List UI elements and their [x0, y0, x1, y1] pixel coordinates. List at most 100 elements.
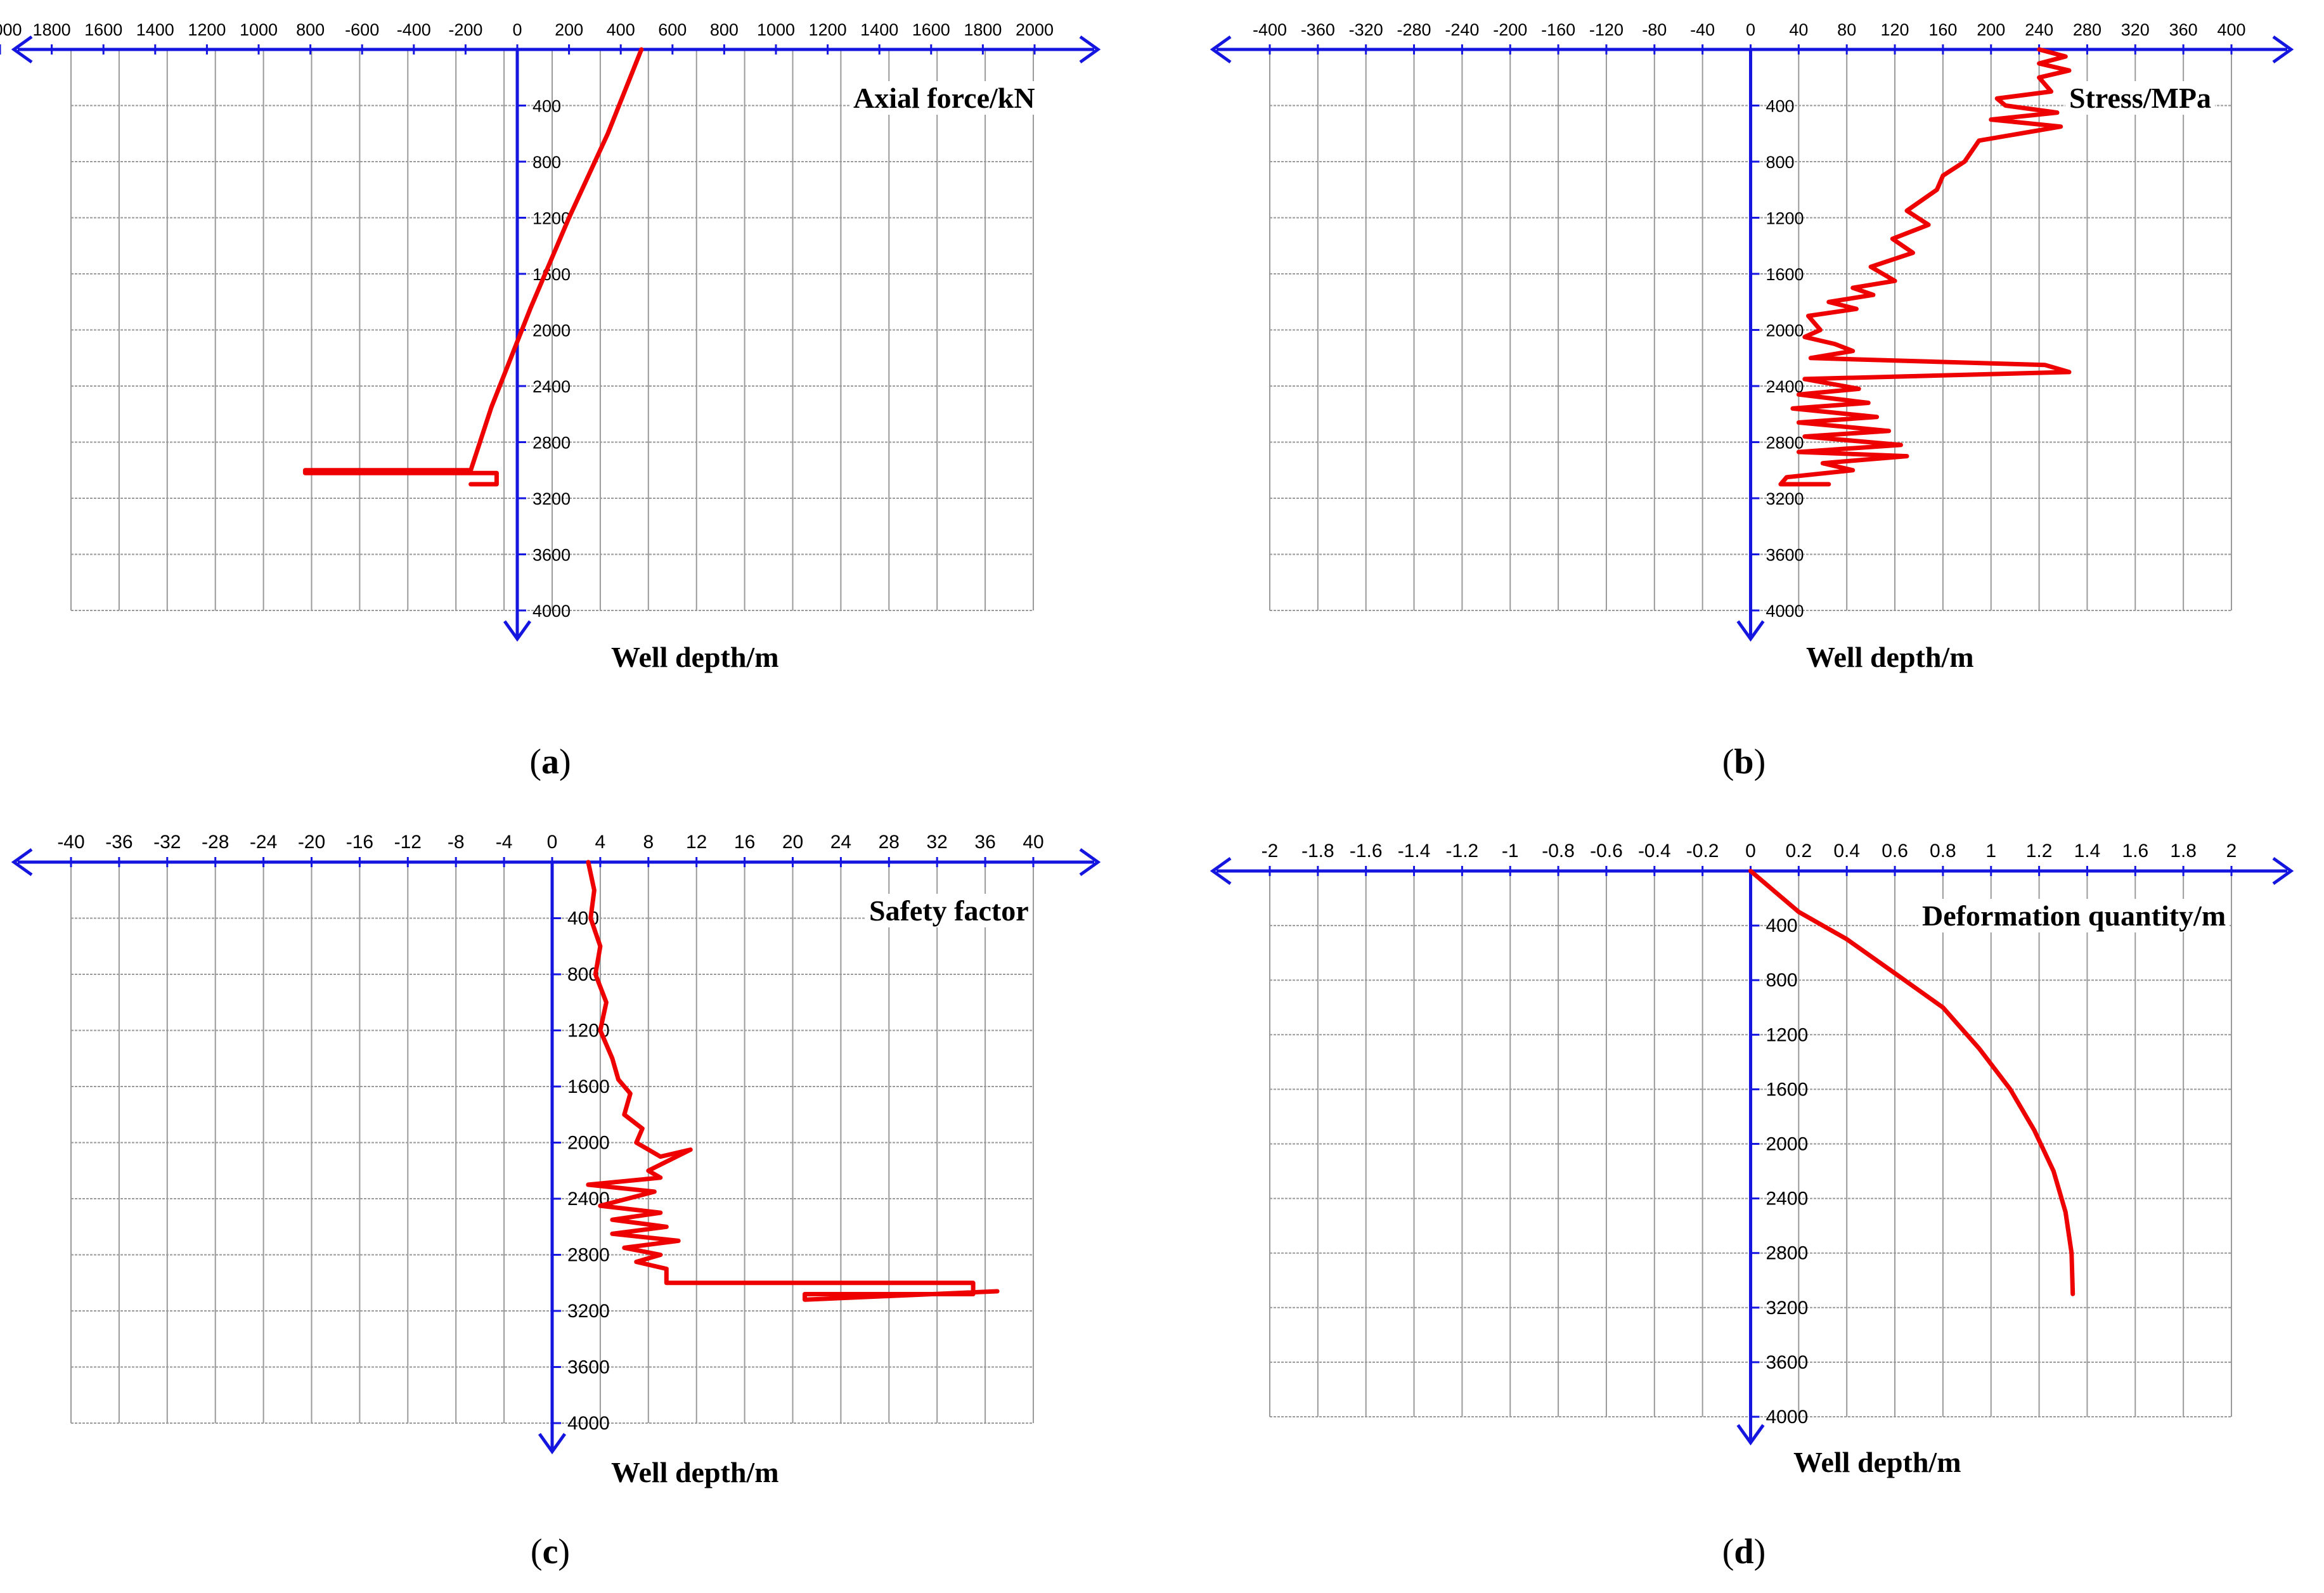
chart-c-x-tick-label: -16	[346, 832, 373, 853]
chart-c-grid	[70, 861, 1034, 1424]
chart-c-svg: -40 -36 -32 -28 -24 -20 -16 -12 -8 -4 0 4 8 12 16 20 24 2…	[11, 832, 1101, 1455]
chart-b-y-tick-label: 2000	[1766, 321, 1804, 340]
chart-a-x-tick-label: 1600	[912, 20, 950, 39]
chart-a-y-tick-label: 2000	[533, 321, 571, 340]
chart-b-x-tick-label: 240	[2025, 20, 2053, 39]
chart-d-x-tick-label: -0.6	[1590, 841, 1623, 861]
chart-d-x-tick-label: 1.4	[2074, 841, 2101, 861]
chart-b-y-tick-label: 4000	[1766, 602, 1804, 621]
chart-c-x-tick-label: 20	[782, 832, 803, 853]
chart-d-x-arrow-left	[1210, 856, 1232, 886]
chart-c-panel-label: (c)	[530, 1532, 571, 1571]
panel-d: -2 -1.8 -1.6 -1.4 -1.2 -1 -0.8 -0.6 -0.4 -0.2 0 0.2…	[1162, 796, 2324, 1593]
chart-a-panel-label: (a)	[529, 742, 571, 782]
chart-d-x-tick-label: -1.2	[1446, 841, 1479, 861]
chart-d-x-tick-label: -0.4	[1638, 841, 1671, 861]
chart-c-ylabel: Well depth/m	[607, 1455, 783, 1489]
chart-d-series-line	[1748, 868, 2075, 1296]
chart-a-y-tick-label: 1600	[533, 265, 571, 284]
chart-d-x-tick-label: -0.2	[1686, 841, 1719, 861]
chart-d-x-tick-label: -1.8	[1301, 841, 1334, 861]
chart-c-x-tick-label: 28	[879, 832, 900, 853]
chart-c-x-tick-label: -24	[250, 832, 277, 853]
chart-d-y-tick-label: 2400	[1766, 1189, 1809, 1209]
chart-a-y-arrow	[503, 620, 532, 642]
chart-b-x-tick-label: 120	[1881, 20, 1909, 39]
panel-b: -400 -360 -320 -280 -240 -200 -160 -120 -80 -40 0 4…	[1162, 0, 2324, 796]
chart-b-y-tick-label: 1600	[1766, 265, 1804, 284]
chart-a-x-tick-label: 2000	[1016, 20, 1054, 39]
chart-b-y-tick-label: 800	[1766, 153, 1795, 172]
chart-d-y-arrow	[1736, 1424, 1765, 1446]
chart-b-x-tick-label: 40	[1789, 20, 1808, 39]
chart-d-y-tick-label: 800	[1766, 970, 1798, 991]
chart-b-series-line	[1778, 47, 2072, 487]
chart-c-y-arrow	[538, 1433, 567, 1455]
chart-c-y-tick-label: 3200	[567, 1301, 610, 1322]
chart-c-x-tick-label: 16	[734, 832, 755, 853]
chart-a-x-tick-label: 1800	[964, 20, 1002, 39]
chart-d-y-tick-label: 2800	[1766, 1243, 1809, 1264]
chart-d-x-tick-label: 0	[1745, 841, 1756, 861]
chart-c-x-tick-label: 4	[595, 832, 606, 853]
chart-a-y-tick-label: 800	[533, 153, 561, 172]
chart-c-x-tick-label: -32	[153, 832, 181, 853]
chart-d-panel-label: (d)	[1722, 1532, 1766, 1571]
chart-b-x-tick-label: -160	[1541, 20, 1575, 39]
chart-a-x-tick-label: 800	[296, 20, 325, 39]
panel-c: -40 -36 -32 -28 -24 -20 -16 -12 -8 -4 0 4 8 12 16 20 24 2…	[0, 796, 1162, 1593]
chart-c-y-tick-label: 1600	[567, 1076, 610, 1097]
chart-c-x-tick-label: 24	[830, 832, 851, 853]
chart-d-svg: -2 -1.8 -1.6 -1.4 -1.2 -1 -0.8 -0.6 -0.4 -0.2 0 0.2…	[1210, 841, 2294, 1446]
chart-b-y-tick-label: 1200	[1766, 209, 1804, 228]
chart-a-y-tick-label: 4000	[533, 602, 571, 621]
chart-c-x-tick-label: -12	[394, 832, 422, 853]
chart-d-y-tick-label: 3600	[1766, 1352, 1809, 1373]
chart-b-x-tick-label: 320	[2121, 20, 2150, 39]
chart-c-x-tick-label: -28	[202, 832, 229, 853]
chart-d-y-tick-label: 1600	[1766, 1079, 1809, 1100]
chart-c-x-arrow-right	[1079, 848, 1101, 877]
chart-c-x-tick-label: 40	[1023, 832, 1043, 853]
chart-c-series-line	[586, 860, 1000, 1302]
chart-c-y-tick-label: 4000	[567, 1413, 610, 1434]
chart-d-x-tick-label: 1.2	[2026, 841, 2053, 861]
chart-d-x-tick-label: 2	[2226, 841, 2237, 861]
chart-c-x-tick-label: -40	[57, 832, 84, 853]
chart-d-ylabel: Well depth/m	[1790, 1445, 1965, 1479]
chart-b-x-arrow-left	[1210, 35, 1232, 64]
chart-a-ylabel: Well depth/m	[607, 640, 783, 674]
chart-d-x-tick-label: 1	[1985, 841, 1996, 861]
chart-a-x-tick-label: 200	[555, 20, 583, 39]
chart-b-svg: -400 -360 -320 -280 -240 -200 -160 -120 -80 -40 0 4…	[1210, 20, 2294, 642]
chart-a-x-tick-label: 1800	[33, 20, 71, 39]
chart-b-y-arrow	[1736, 620, 1765, 642]
chart-d-y-tick-label: 3200	[1766, 1298, 1809, 1319]
chart-d-x-tick-label: -0.8	[1542, 841, 1575, 861]
chart-a-svg: -200018001600140012001000800-600-400-200…	[0, 20, 1101, 642]
chart-c-y-tick-label: 2800	[567, 1245, 610, 1266]
chart-b-x-tick-label: -80	[1642, 20, 1667, 39]
chart-c-x-tick-label: 0	[547, 832, 558, 853]
chart-b-x-tick-label: 200	[1977, 20, 2005, 39]
chart-d-x-tick-label: -1	[1502, 841, 1519, 861]
chart-b-x-tick-label: 160	[1928, 20, 1957, 39]
chart-d-x-tick-label: 1.8	[2170, 841, 2197, 861]
chart-d-x-tick-label: 0.6	[1882, 841, 1908, 861]
chart-c-title: Safety factor	[865, 894, 1033, 927]
chart-a-x-tick-label: 400	[607, 20, 635, 39]
chart-b-x-tick-label: -320	[1349, 20, 1383, 39]
chart-b-x-tick-label: 0	[1746, 20, 1755, 39]
chart-b-ylabel: Well depth/m	[1802, 640, 1978, 674]
chart-a-x-tick-label: -200	[448, 20, 482, 39]
chart-c-x-tick-label: -36	[105, 832, 132, 853]
chart-a-title: Axial force/kN	[849, 81, 1039, 115]
chart-d-y-tick-label: 400	[1766, 915, 1798, 936]
chart-a-x-tick-label: -2000	[0, 20, 22, 39]
chart-d-x-tick-label: -2	[1262, 841, 1279, 861]
chart-a-x-tick-label: 1400	[860, 20, 898, 39]
chart-a-x-tick-label: 1200	[188, 20, 226, 39]
chart-b-x-tick-label: -280	[1397, 20, 1431, 39]
chart-b-x-tick-label: -400	[1253, 20, 1287, 39]
chart-a-y-tick-label: 2400	[533, 377, 571, 396]
